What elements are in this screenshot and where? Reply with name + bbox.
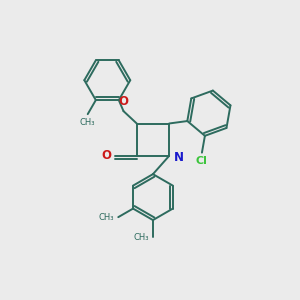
Text: CH₃: CH₃ [133, 233, 148, 242]
Text: N: N [174, 151, 184, 164]
Text: CH₃: CH₃ [80, 118, 95, 127]
Text: CH₃: CH₃ [98, 213, 114, 222]
Text: O: O [118, 94, 128, 108]
Text: Cl: Cl [196, 156, 208, 166]
Text: O: O [101, 149, 111, 162]
